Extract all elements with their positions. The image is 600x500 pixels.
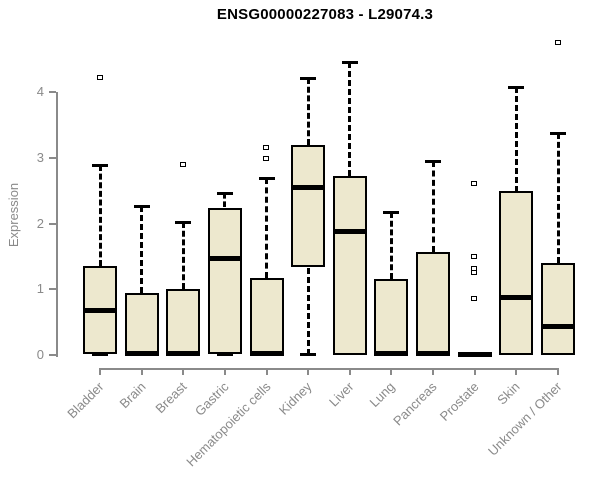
whisker-high-cap-pancreas	[425, 160, 441, 163]
whisker-high-cap-liver	[342, 61, 358, 64]
whisker-high-line-hematopoietic-cells	[265, 178, 268, 278]
whisker-high-line-liver	[348, 62, 351, 176]
y-tick-label: 2	[36, 216, 44, 231]
outlier-point-hematopoietic-cells	[263, 145, 269, 150]
whisker-high-cap-hematopoietic-cells	[259, 177, 275, 180]
y-axis-tick	[49, 157, 56, 159]
whisker-high-line-brain	[140, 206, 143, 293]
x-axis-tick	[432, 368, 434, 375]
whisker-high-line-unknown-other	[557, 133, 560, 263]
y-axis-tick	[49, 223, 56, 225]
outlier-point-prostate	[471, 181, 477, 186]
whisker-high-line-kidney	[307, 78, 310, 145]
x-axis-tick	[307, 368, 309, 375]
outlier-point-hematopoietic-cells	[263, 156, 269, 161]
outlier-point-prostate	[471, 254, 477, 259]
box-kidney	[291, 145, 325, 267]
median-line-gastric	[208, 256, 242, 261]
whisker-high-cap-gastric	[217, 192, 233, 195]
y-tick-label: 4	[36, 84, 44, 99]
median-line-bladder	[83, 308, 117, 313]
whisker-low-line-kidney	[307, 268, 310, 355]
outlier-point-bladder	[97, 75, 103, 80]
y-tick-label: 3	[36, 150, 44, 165]
box-gastric	[208, 208, 242, 354]
median-line-unknown-other	[541, 324, 575, 329]
whisker-high-cap-bladder	[92, 164, 108, 167]
whisker-high-line-bladder	[99, 165, 102, 266]
chart-title: ENSG00000227083 - L29074.3	[216, 6, 434, 23]
whisker-high-cap-breast	[175, 221, 191, 224]
median-line-brain	[125, 351, 159, 356]
whisker-high-cap-unknown-other	[550, 132, 566, 135]
y-axis-tick	[49, 354, 56, 356]
y-axis-tick	[49, 288, 56, 290]
x-axis-tick	[474, 368, 476, 375]
median-line-hematopoietic-cells	[250, 351, 284, 356]
outlier-point-prostate	[471, 296, 477, 301]
box-skin	[499, 191, 533, 355]
whisker-high-cap-kidney	[300, 77, 316, 80]
x-axis-tick	[266, 368, 268, 375]
median-line-liver	[333, 229, 367, 234]
median-line-lung	[374, 351, 408, 356]
outlier-point-unknown-other	[555, 40, 561, 45]
whisker-high-line-gastric	[223, 193, 226, 207]
x-axis-tick	[557, 368, 559, 375]
median-line-breast	[166, 351, 200, 356]
whisker-high-cap-skin	[508, 86, 524, 89]
whisker-high-line-breast	[182, 222, 185, 289]
x-axis-tick	[182, 368, 184, 375]
x-axis-tick	[390, 368, 392, 375]
box-lung	[374, 279, 408, 355]
box-unknown-other	[541, 263, 575, 355]
box-brain	[125, 293, 159, 355]
median-line-prostate	[458, 352, 492, 357]
median-line-skin	[499, 295, 533, 300]
box-liver	[333, 176, 367, 355]
y-tick-label: 0	[36, 347, 44, 362]
whisker-high-line-skin	[515, 87, 518, 192]
y-axis-line	[56, 92, 58, 357]
outlier-point-breast	[180, 162, 186, 167]
whisker-high-line-pancreas	[432, 161, 435, 252]
x-axis-tick	[349, 368, 351, 375]
x-axis-tick	[141, 368, 143, 375]
y-tick-label: 1	[36, 281, 44, 296]
whisker-high-cap-brain	[134, 205, 150, 208]
x-axis-line	[99, 368, 559, 370]
median-line-pancreas	[416, 351, 450, 356]
whisker-low-cap-gastric	[217, 353, 233, 356]
whisker-high-cap-lung	[383, 211, 399, 214]
box-pancreas	[416, 252, 450, 355]
median-line-kidney	[291, 185, 325, 190]
x-axis-tick	[224, 368, 226, 375]
x-axis-tick	[99, 368, 101, 375]
whisker-low-cap-bladder	[92, 353, 108, 356]
x-axis-tick	[515, 368, 517, 375]
whisker-high-line-lung	[390, 212, 393, 279]
y-axis-tick	[49, 91, 56, 93]
box-hematopoietic-cells	[250, 278, 284, 355]
whisker-low-cap-kidney	[300, 353, 316, 356]
box-breast	[166, 289, 200, 355]
outlier-point-prostate	[471, 266, 477, 271]
